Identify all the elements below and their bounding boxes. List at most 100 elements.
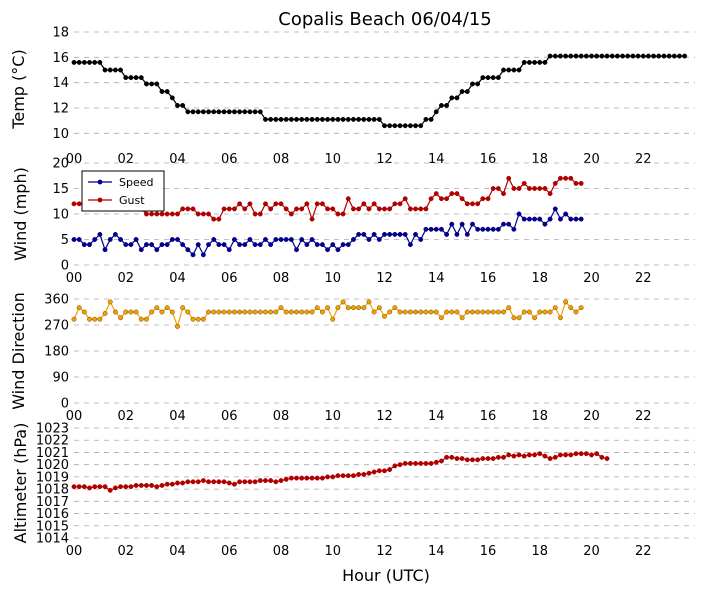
data-point xyxy=(459,196,465,202)
data-point xyxy=(449,221,455,227)
data-point xyxy=(485,226,491,232)
y-tick-label: 1014 xyxy=(36,532,69,547)
data-point xyxy=(278,305,284,311)
x-tick-label: 16 xyxy=(480,152,497,167)
data-point xyxy=(397,123,403,129)
y-tick-label: 1019 xyxy=(36,470,69,485)
data-point xyxy=(221,242,227,248)
data-point xyxy=(402,460,408,466)
data-point xyxy=(335,247,341,253)
data-point xyxy=(159,482,165,488)
data-point xyxy=(314,475,320,481)
data-point xyxy=(423,206,429,212)
data-point xyxy=(568,53,574,59)
data-point xyxy=(366,206,372,212)
data-point xyxy=(366,470,372,476)
x-tick-label: 00 xyxy=(66,409,83,424)
data-point xyxy=(102,310,108,316)
data-point xyxy=(573,180,579,186)
data-point xyxy=(330,206,336,212)
data-point xyxy=(438,458,444,464)
data-point xyxy=(335,211,341,217)
data-point xyxy=(444,309,450,315)
data-point xyxy=(325,206,331,212)
data-point xyxy=(169,211,175,217)
data-point xyxy=(361,231,367,237)
data-point xyxy=(361,471,367,477)
data-point xyxy=(211,237,217,242)
data-point xyxy=(526,452,532,458)
data-point xyxy=(428,196,434,202)
data-point xyxy=(361,116,367,122)
data-point xyxy=(263,478,268,484)
x-tick-label: 14 xyxy=(428,271,445,286)
x-tick-label: 20 xyxy=(583,152,600,167)
data-point xyxy=(92,59,98,65)
data-point xyxy=(620,53,625,59)
data-point xyxy=(563,53,569,59)
x-tick-label: 06 xyxy=(221,271,238,286)
data-point xyxy=(418,460,424,466)
data-point xyxy=(164,305,170,311)
data-point xyxy=(387,309,393,315)
data-point xyxy=(433,109,439,115)
data-point xyxy=(516,211,522,217)
x-tick-label: 04 xyxy=(169,271,186,286)
data-point xyxy=(480,196,486,202)
data-point xyxy=(428,460,434,466)
data-point xyxy=(71,484,77,490)
data-point xyxy=(268,242,274,248)
data-point xyxy=(149,242,155,248)
data-point xyxy=(387,123,393,129)
data-point xyxy=(252,211,258,217)
data-point xyxy=(558,216,563,222)
data-point xyxy=(325,305,331,311)
data-point xyxy=(356,305,362,311)
data-point xyxy=(319,475,325,481)
data-point xyxy=(226,206,232,212)
data-point xyxy=(563,211,569,217)
data-point xyxy=(470,201,475,207)
data-point xyxy=(356,231,362,237)
data-point xyxy=(423,226,429,232)
data-point xyxy=(273,309,279,315)
x-tick-label: 02 xyxy=(117,152,134,167)
x-tick-label: 00 xyxy=(66,544,83,559)
data-point xyxy=(433,309,439,315)
data-point xyxy=(195,242,201,248)
data-point xyxy=(454,231,460,237)
data-point xyxy=(76,201,82,207)
data-point xyxy=(418,309,424,315)
data-point xyxy=(216,109,222,115)
data-point xyxy=(169,95,175,101)
data-point xyxy=(144,242,149,248)
data-point xyxy=(376,468,382,474)
data-point xyxy=(154,247,160,253)
x-tick-label: 10 xyxy=(324,271,341,286)
y-tick-label: 5 xyxy=(61,233,69,248)
data-point xyxy=(92,237,98,242)
data-point xyxy=(511,315,517,321)
data-point xyxy=(464,201,470,207)
data-point xyxy=(118,237,124,242)
data-point xyxy=(159,89,165,94)
data-point xyxy=(231,309,237,315)
data-point xyxy=(330,316,336,322)
data-point xyxy=(345,242,351,248)
data-point xyxy=(273,116,279,122)
data-point xyxy=(252,242,258,248)
data-point xyxy=(257,109,263,115)
data-point xyxy=(216,242,222,248)
data-point xyxy=(677,53,682,59)
x-tick-label: 16 xyxy=(480,409,497,424)
data-point xyxy=(485,309,491,315)
x-tick-label: 04 xyxy=(169,152,186,167)
data-point xyxy=(154,305,160,311)
chart-title: Copalis Beach 06/04/15 xyxy=(278,9,491,30)
x-tick-label: 02 xyxy=(117,271,134,286)
y-tick-label: 1021 xyxy=(36,446,69,461)
data-point xyxy=(159,309,165,315)
data-point xyxy=(345,473,351,479)
data-point xyxy=(433,226,439,232)
